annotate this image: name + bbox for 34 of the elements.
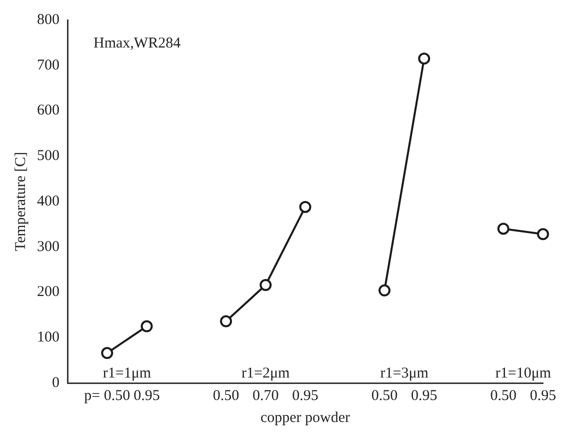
annotation: r1=1μm [102,365,152,382]
point [378,284,390,296]
point [299,200,312,213]
x-axis-title: copper powder [260,410,350,426]
y-tick-label: 0 [52,374,60,391]
x-tick-label: 0.50 [490,388,516,404]
point [260,278,272,291]
x-tick-label: 0.95 [411,388,438,404]
x-tick-label: 0.70 [252,388,279,404]
y-tick-label: 100 [37,330,60,346]
point [101,347,114,360]
x-tick-label: 0.95 [134,388,160,404]
text: Hmax,WR284 [94,35,182,52]
point [220,315,232,328]
annotation: r1=3μm [380,365,429,382]
x-tick-label: p= 0.50 [84,388,130,404]
y-tick-label: 800 [37,12,60,28]
y-tick-label: 200 [37,284,60,300]
y-tick-label: 600 [37,102,60,119]
annotation: r1=2μm [242,365,290,382]
y-tick-label: 500 [37,148,60,164]
x-tick-label: 0.95 [292,388,318,404]
y-tick-label: 300 [37,238,60,255]
point [418,52,430,65]
y-tick-label: 400 [37,193,60,210]
y-tick-label: 700 [37,57,60,74]
x-tick-label: 0.50 [371,388,398,404]
point [497,222,510,235]
x-tick-label: 0.95 [530,388,556,404]
point [140,320,153,332]
y-axis-title: Temperature [C] [12,152,29,252]
x-tick-label: 0.50 [212,388,240,404]
annotation: r1=10μm [495,365,552,382]
point [537,228,549,240]
